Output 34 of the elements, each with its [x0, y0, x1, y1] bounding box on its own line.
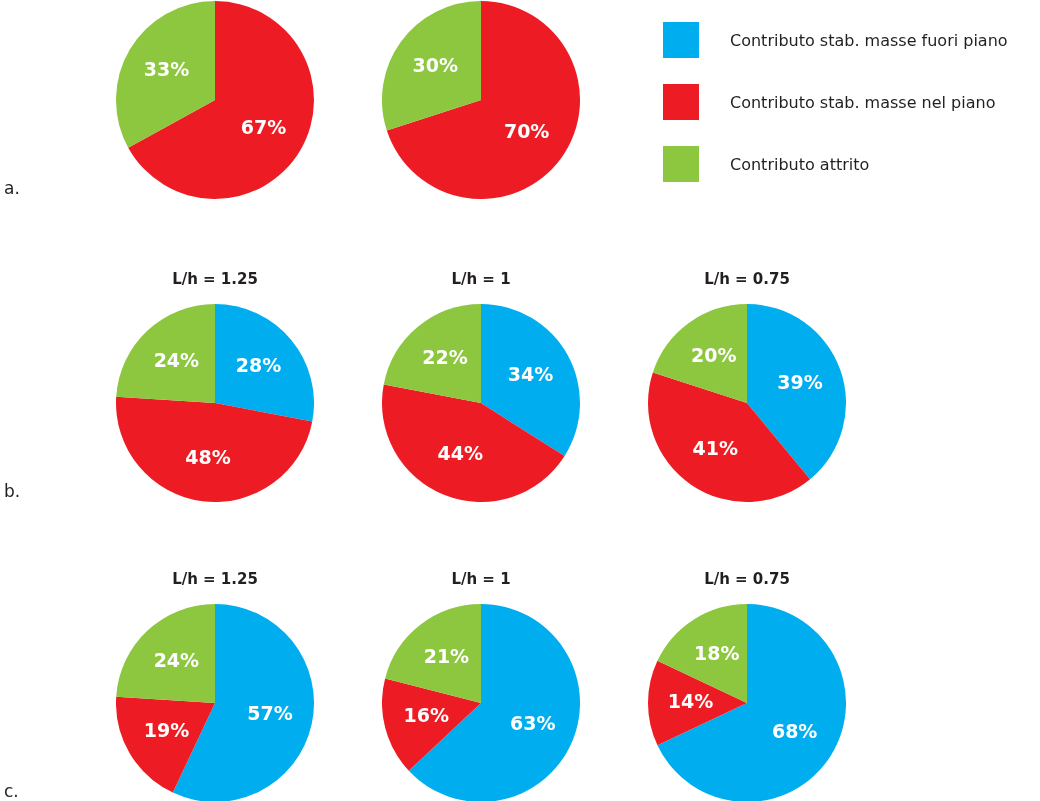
- data-label: 18%: [694, 642, 740, 665]
- text: c.: [4, 781, 19, 801]
- data-label: 33%: [143, 58, 190, 81]
- chart-title: L/h = 0.75: [703, 570, 791, 588]
- text: a.: [4, 178, 20, 198]
- data-label: 24%: [153, 648, 200, 671]
- data-label: 21%: [423, 645, 470, 668]
- data-label: 16%: [403, 703, 450, 726]
- data-label: 57%: [247, 702, 293, 725]
- data-label: 44%: [437, 442, 483, 465]
- chart-title: L/h = 1: [450, 270, 512, 288]
- data-label: 63%: [510, 712, 556, 735]
- legend-label: Contributo stab. masse fuori piano: [730, 30, 1008, 50]
- data-label: 41%: [692, 436, 739, 459]
- data-label: 19%: [143, 718, 190, 741]
- text: b.: [4, 481, 21, 501]
- data-label: 70%: [503, 120, 550, 143]
- data-label: 22%: [422, 346, 468, 369]
- data-label: 39%: [777, 370, 823, 393]
- data-label: 24%: [153, 348, 200, 371]
- data-label: 68%: [771, 720, 818, 743]
- data-label: 67%: [240, 115, 287, 138]
- chart-title: L/h = 0.75: [703, 270, 791, 288]
- data-label: 14%: [667, 689, 714, 712]
- chart-title: L/h = 1.25: [171, 570, 259, 588]
- data-label: 48%: [185, 445, 231, 468]
- data-label: 30%: [412, 53, 459, 76]
- legend-label: Contributo stab. masse nel piano: [730, 92, 996, 112]
- chart-title: L/h = 1.25: [171, 270, 259, 288]
- chart-title: L/h = 1: [450, 570, 512, 588]
- legend-label: Contributo attrito: [730, 154, 870, 174]
- data-label: 20%: [691, 344, 737, 367]
- data-label: 34%: [507, 362, 554, 385]
- data-label: 28%: [235, 353, 282, 376]
